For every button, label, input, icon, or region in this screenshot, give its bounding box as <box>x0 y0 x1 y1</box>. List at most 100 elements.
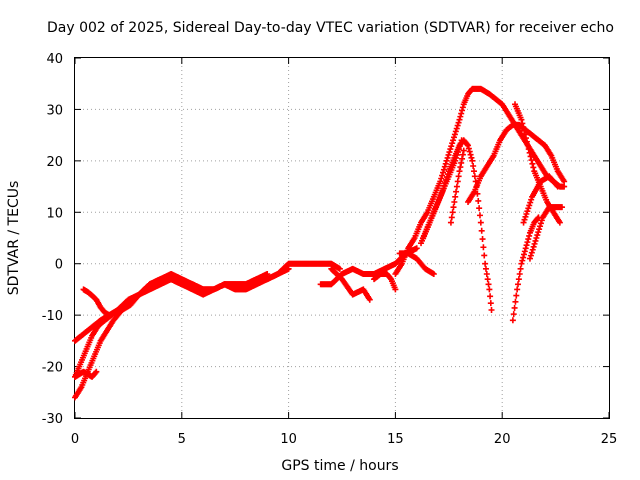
data-point <box>456 143 463 150</box>
data-point <box>387 275 394 282</box>
data-point <box>514 286 521 293</box>
data-point <box>456 116 463 123</box>
series-arc-10 <box>396 250 437 277</box>
data-point <box>458 159 465 166</box>
data-point <box>526 232 533 239</box>
data-point <box>534 232 541 239</box>
data-point <box>449 209 456 216</box>
data-point <box>515 281 522 288</box>
y-tick-label: 30 <box>46 103 63 118</box>
data-point <box>455 146 462 153</box>
data-point <box>481 252 488 259</box>
data-point <box>459 155 466 162</box>
data-point <box>430 271 437 277</box>
data-point <box>450 134 457 141</box>
data-point <box>453 183 460 190</box>
data-point <box>455 119 462 126</box>
data-point <box>522 131 529 138</box>
data-point <box>521 216 528 223</box>
data-point <box>449 140 456 147</box>
data-point <box>482 265 489 272</box>
data-point <box>465 142 472 149</box>
data-point <box>454 122 461 129</box>
x-tick-label: 20 <box>494 432 511 447</box>
data-point <box>537 220 544 227</box>
data-point <box>561 178 568 185</box>
data-point <box>482 260 489 267</box>
data-point <box>450 204 457 211</box>
data-point <box>468 154 475 161</box>
data-point <box>455 173 462 180</box>
data-point <box>538 217 545 224</box>
data-point <box>440 166 447 173</box>
data-point <box>484 276 491 283</box>
data-point <box>524 208 531 215</box>
data-point <box>454 178 461 185</box>
data-point <box>553 182 560 189</box>
data-point <box>488 307 495 313</box>
data-point <box>559 204 566 211</box>
data-point <box>459 151 466 158</box>
data-point <box>520 254 527 261</box>
x-axis-title: GPS time / hours <box>281 458 398 474</box>
data-point <box>536 226 543 233</box>
plot-frame <box>74 57 610 419</box>
data-point <box>469 157 476 164</box>
data-point <box>106 312 113 319</box>
series-arc-17 <box>526 204 566 262</box>
data-point <box>477 219 484 226</box>
data-point <box>457 140 464 147</box>
data-point <box>475 197 482 204</box>
series-arc-6 <box>317 245 420 288</box>
data-point <box>519 257 526 264</box>
x-tick-label: 10 <box>280 432 297 447</box>
data-point <box>513 292 520 299</box>
data-point <box>516 271 523 277</box>
data-point <box>447 219 454 226</box>
series-arc-14 <box>465 121 568 205</box>
axis-ticks <box>74 57 610 419</box>
data-point <box>454 151 461 158</box>
data-point <box>531 240 538 247</box>
data-point <box>517 265 524 272</box>
data-point <box>476 205 483 212</box>
data-point <box>467 151 474 158</box>
data-point <box>529 160 536 167</box>
grid-lines <box>75 58 609 418</box>
y-tick-label: -20 <box>42 361 63 376</box>
data-point <box>528 196 535 203</box>
data-point <box>448 143 455 150</box>
data-point <box>454 149 461 156</box>
data-point <box>470 163 477 169</box>
data-point <box>437 178 444 185</box>
data-point <box>526 255 533 262</box>
series-arc-3 <box>72 271 271 401</box>
data-point <box>459 107 466 114</box>
data-point <box>529 246 536 253</box>
x-tick-label: 0 <box>71 432 79 447</box>
data-point <box>93 368 100 375</box>
data-point <box>523 135 530 142</box>
data-point <box>443 157 450 164</box>
data-point <box>285 265 292 272</box>
data-point <box>439 172 446 179</box>
series-arc-5 <box>72 368 100 380</box>
data-point <box>458 137 465 144</box>
data-point <box>447 146 454 153</box>
data-point <box>453 125 460 132</box>
data-point <box>521 127 528 134</box>
data-point <box>264 271 271 277</box>
y-tick-label: -30 <box>42 412 63 427</box>
data-point <box>453 188 460 195</box>
y-tick-label: 10 <box>46 206 63 221</box>
data-point <box>438 175 445 182</box>
data-point <box>522 213 529 220</box>
series-arc-8 <box>371 271 399 293</box>
y-tick-label: 40 <box>46 52 63 67</box>
data-point <box>524 239 531 246</box>
data-point <box>527 153 534 160</box>
data-point <box>510 311 517 318</box>
data-point <box>527 252 534 259</box>
data-point <box>466 148 473 155</box>
